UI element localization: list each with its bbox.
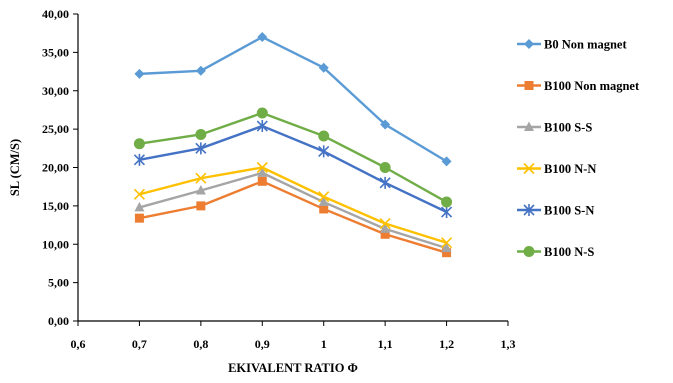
data-point bbox=[380, 119, 391, 130]
data-point bbox=[196, 201, 206, 211]
data-point bbox=[195, 65, 206, 76]
y-tick-label: 20,00 bbox=[42, 161, 69, 175]
data-point bbox=[195, 128, 207, 140]
data-point bbox=[195, 172, 207, 184]
series-line bbox=[139, 180, 447, 254]
legend-marker bbox=[523, 162, 535, 175]
y-tick-label: 15,00 bbox=[42, 199, 69, 213]
data-point bbox=[380, 229, 390, 239]
y-tick-label: 5,00 bbox=[48, 276, 69, 290]
data-point bbox=[442, 248, 452, 258]
legend-item: B100 Non magnet bbox=[517, 79, 640, 93]
data-point bbox=[318, 130, 330, 142]
x-tick-label: 1,3 bbox=[501, 337, 516, 351]
data-point bbox=[441, 156, 452, 167]
y-tick-label: 35,00 bbox=[42, 45, 69, 59]
data-point bbox=[318, 196, 329, 207]
x-tick-label: 0,6 bbox=[71, 337, 86, 351]
legend-label: B100 N-N bbox=[544, 162, 596, 176]
legend: B0 Non magnet B100 Non magnet B100 S-S B100… bbox=[517, 38, 640, 259]
x-tick-label: 0,7 bbox=[132, 337, 147, 351]
series-b100-s-n bbox=[133, 120, 453, 219]
data-point bbox=[257, 32, 268, 43]
data-point bbox=[441, 237, 453, 249]
y-tick-label: 0,00 bbox=[48, 314, 69, 328]
data-point bbox=[319, 204, 329, 214]
legend-item: B0 Non magnet bbox=[517, 38, 627, 52]
data-point bbox=[379, 162, 391, 173]
legend-item: B100 N-S bbox=[517, 245, 594, 259]
y-tick-label: 10,00 bbox=[42, 237, 69, 251]
legend-label: B0 Non magnet bbox=[544, 38, 627, 52]
legend-item: B100 S-S bbox=[517, 121, 592, 135]
x-tick-label: 1,1 bbox=[378, 337, 393, 351]
series-line bbox=[139, 35, 448, 163]
series-b100-non-magnet bbox=[134, 176, 452, 258]
legend-marker bbox=[523, 204, 535, 216]
y-tick-label: 25,00 bbox=[42, 122, 69, 136]
data-point bbox=[318, 145, 330, 158]
series-line bbox=[139, 171, 447, 250]
data-point bbox=[256, 107, 268, 119]
data-point bbox=[256, 161, 268, 174]
series-line bbox=[139, 124, 448, 214]
legend-label: B100 Non magnet bbox=[544, 79, 640, 93]
series-line bbox=[139, 166, 447, 244]
data-point bbox=[379, 217, 391, 230]
legend-label: B100 S-N bbox=[544, 204, 594, 218]
legend-label: B100 N-S bbox=[544, 245, 594, 259]
series-b0-non-magnet bbox=[134, 32, 452, 167]
legend-item: B100 N-N bbox=[517, 162, 596, 176]
data-point bbox=[379, 176, 391, 189]
legend-marker bbox=[524, 81, 534, 90]
series-line bbox=[139, 111, 448, 204]
legend-marker bbox=[524, 121, 534, 131]
series-layer bbox=[133, 32, 453, 258]
x-tick-label: 0,9 bbox=[255, 337, 270, 351]
x-axis-label: EKIVALENT RATIO Φ bbox=[228, 361, 358, 375]
x-tick-label: 0,8 bbox=[193, 337, 208, 351]
data-point bbox=[257, 176, 267, 186]
data-point bbox=[441, 196, 453, 208]
data-point bbox=[133, 153, 145, 166]
series-b100-n-n bbox=[133, 161, 453, 249]
data-point bbox=[134, 201, 145, 212]
data-point bbox=[441, 206, 453, 219]
data-point bbox=[318, 191, 330, 203]
data-point bbox=[134, 213, 144, 223]
data-point bbox=[380, 223, 391, 233]
data-point bbox=[133, 188, 145, 200]
series-b100-n-s bbox=[133, 107, 453, 208]
data-point bbox=[134, 68, 145, 79]
data-point bbox=[133, 138, 145, 150]
data-point bbox=[441, 242, 452, 253]
y-axis-label: SL (CM/S) bbox=[8, 139, 22, 196]
legend-marker bbox=[523, 246, 535, 257]
x-tick-label: 1 bbox=[321, 337, 327, 351]
x-tick-label: 1,2 bbox=[439, 337, 454, 351]
axes: 0,00 5,00 10,00 15,00 20,00 25,00 30,00 35,00 40… bbox=[42, 7, 516, 351]
data-point bbox=[318, 62, 329, 73]
legend-marker bbox=[524, 39, 534, 49]
legend-item: B100 S-N bbox=[517, 204, 594, 218]
legend-label: B100 S-S bbox=[544, 121, 592, 135]
data-point bbox=[195, 142, 207, 155]
y-tick-label: 40,00 bbox=[42, 7, 69, 21]
data-point bbox=[195, 185, 206, 195]
series-b100-s-s bbox=[134, 167, 452, 253]
data-point bbox=[256, 120, 268, 133]
y-tick-label: 30,00 bbox=[42, 84, 69, 98]
data-point bbox=[257, 167, 268, 177]
